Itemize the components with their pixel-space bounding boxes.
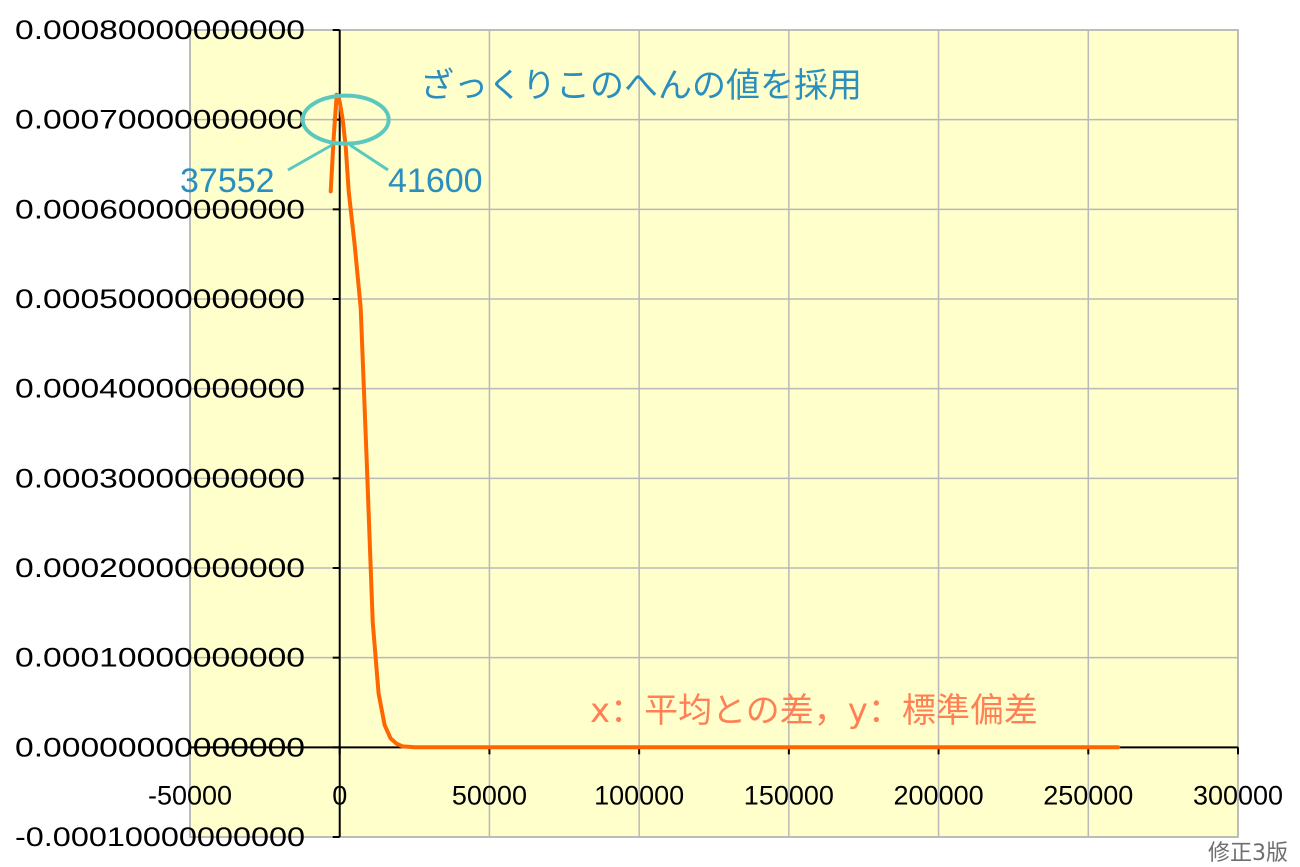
data-point-0-15 <box>401 745 404 748</box>
right-value-label: 41600 <box>388 162 483 200</box>
axes-note-label: x：平均との差，y：標準偏差 <box>590 691 1038 731</box>
y-tick-label-6: 0.00050000000000 <box>15 284 305 314</box>
data-point-0-14 <box>396 743 398 745</box>
x-tick-label-5: 200000 <box>894 780 984 810</box>
peak-highlight-ellipse <box>300 93 391 146</box>
y-tick-label-4: 0.00030000000000 <box>15 463 305 493</box>
grid-lines <box>189 29 1239 838</box>
y-axis-tick-labels: -0.00010000000000 0.00000000000000 0.00010… <box>15 15 305 852</box>
peak-note-label: ざっくりこのへんの値を採用 <box>420 66 862 106</box>
data-point-0-7 <box>354 244 356 246</box>
series-line-0 <box>328 92 1121 750</box>
x-tick-label-3: 100000 <box>594 780 684 810</box>
y-tick-label-2: 0.00010000000000 <box>15 643 305 673</box>
y-tick-label-0: -0.00010000000000 <box>15 822 305 852</box>
annotations: ざっくりこのへんの値を採用 37552 41600 x：平均との差，y：標準偏差 <box>180 66 1038 731</box>
data-point-0-3 <box>339 101 341 103</box>
x-axis-tick-labels: -50000 0 50000 100000 150000 200000 250000 3000… <box>148 780 1283 810</box>
data-point-0-13 <box>390 737 392 739</box>
data-point-0-6 <box>348 190 350 192</box>
data-point-0-12 <box>384 724 386 726</box>
data-point-0-21 <box>1117 746 1119 748</box>
data-point-0-10 <box>372 621 374 623</box>
leader-line-left <box>287 143 333 172</box>
y-tick-label-1: 0.00000000000000 <box>15 732 305 762</box>
x-tick-label-4: 150000 <box>744 780 834 810</box>
x-tick-label-7: 300000 <box>1193 780 1283 810</box>
x-tick-label-0: -50000 <box>148 780 232 810</box>
version-stamp: 修正3版 <box>1208 841 1288 866</box>
y-tick-label-3: 0.00020000000000 <box>15 553 305 583</box>
data-point-0-0 <box>330 190 332 192</box>
data-point-0-11 <box>378 692 380 695</box>
y-tick-label-7: 0.00060000000000 <box>15 194 305 224</box>
data-point-0-1 <box>333 137 335 139</box>
x-tick-label-1: 0 <box>332 780 347 810</box>
data-point-0-18 <box>638 746 640 748</box>
leader-line-right <box>349 143 389 172</box>
data-point-0-8 <box>360 307 362 309</box>
x-tick-label-2: 50000 <box>452 780 527 810</box>
data-point-0-20 <box>937 746 940 748</box>
y-tick-label-5: 0.00040000000000 <box>15 374 305 404</box>
x-tick-label-6: 250000 <box>1043 780 1133 810</box>
data-point-0-9 <box>366 459 368 461</box>
y-tick-label-9: 0.00080000000000 <box>15 15 305 45</box>
left-value-label: 37552 <box>180 162 275 200</box>
series-group <box>328 92 1121 750</box>
y-tick-label-8: 0.00070000000000 <box>15 105 305 135</box>
data-point-0-4 <box>342 119 344 121</box>
data-point-0-19 <box>788 746 790 748</box>
data-point-0-5 <box>345 145 347 148</box>
data-point-0-16 <box>413 746 416 748</box>
series-0 <box>328 92 1121 750</box>
data-point-0-17 <box>488 746 491 748</box>
